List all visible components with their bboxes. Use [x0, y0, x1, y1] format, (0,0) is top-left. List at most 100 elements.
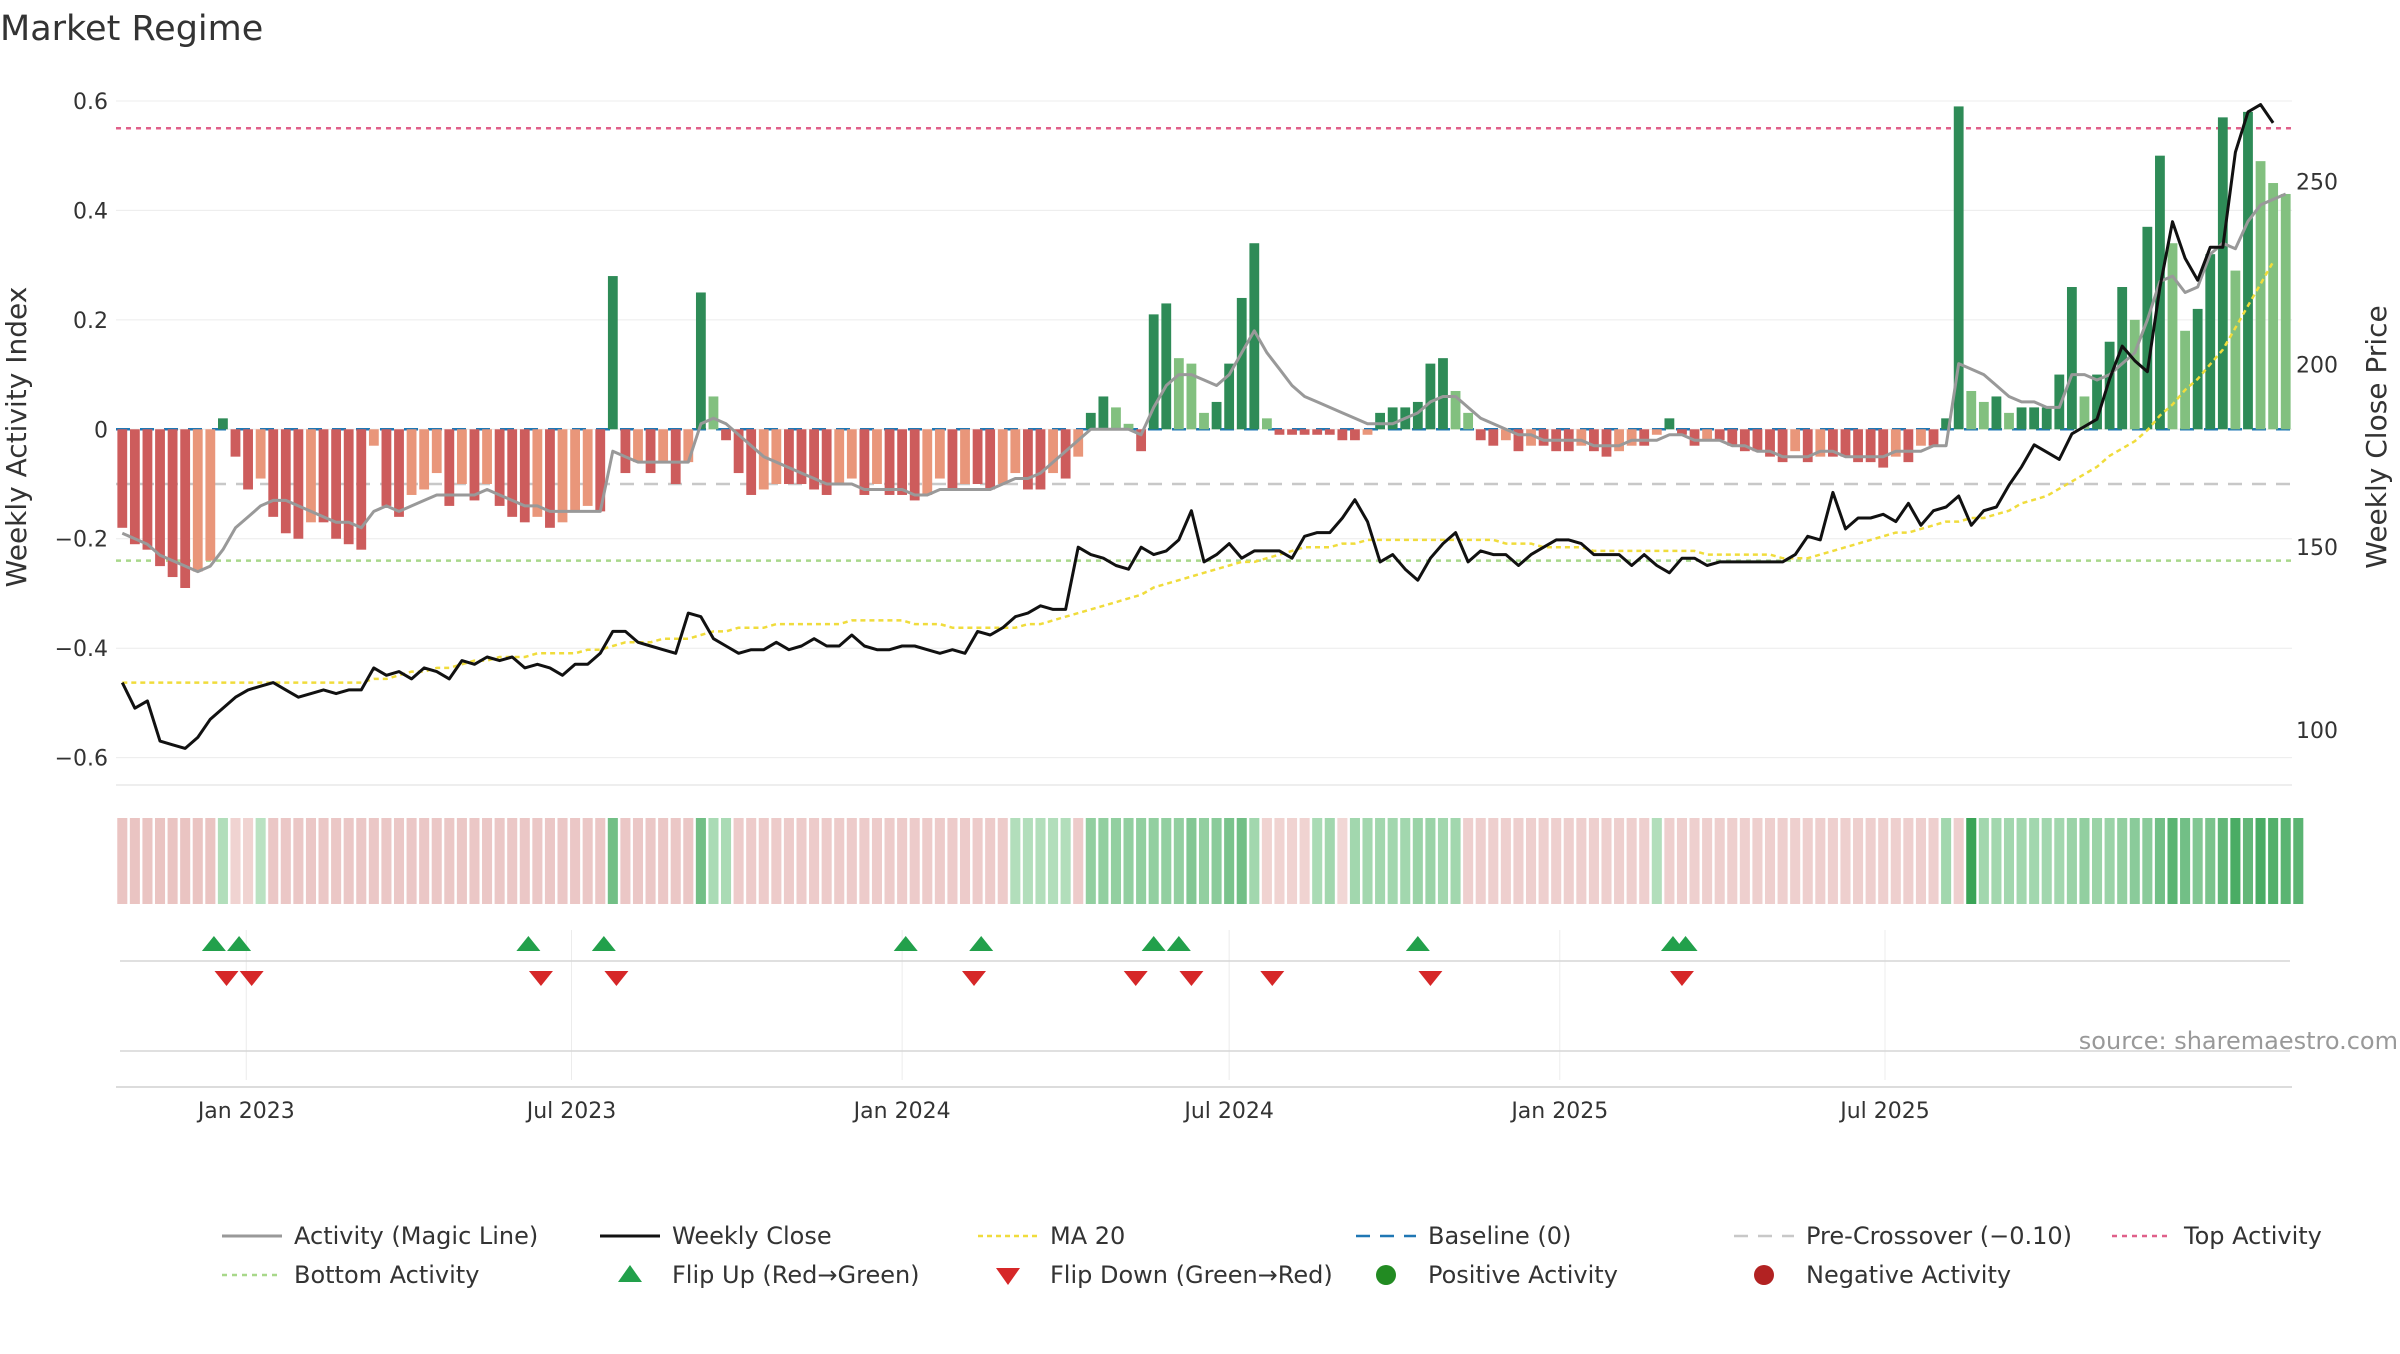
chart-title: Market Regime [0, 9, 263, 49]
regime-strip-cell [1576, 818, 1587, 904]
regime-strip-cell [129, 818, 140, 904]
activity-bar [129, 429, 140, 545]
regime-strip-cell [1865, 818, 1876, 904]
activity-bar [205, 429, 216, 561]
regime-strip-cell [1274, 818, 1285, 904]
regime-strip-cell [1953, 818, 1964, 904]
regime-strip-cell [205, 818, 216, 904]
flip-down-marker [1123, 971, 1148, 986]
activity-bar [2268, 183, 2279, 430]
activity-bar [1450, 390, 1461, 430]
activity-bar [117, 429, 128, 528]
flip-down-marker [1418, 971, 1443, 986]
activity-bar [1941, 418, 1952, 430]
activity-bar [507, 429, 518, 517]
activity-bar [884, 429, 895, 495]
regime-strip-cell [1853, 818, 1864, 904]
regime-strip-cell [1186, 818, 1197, 904]
activity-bar [2092, 374, 2102, 430]
legend-swatch [1754, 1265, 1774, 1285]
activity-bar [1387, 407, 1398, 430]
activity-bar [1500, 429, 1511, 441]
activity-bar [670, 429, 681, 485]
activity-bar [1953, 106, 1964, 430]
activity-bar [1526, 429, 1536, 446]
flip-down-marker [239, 971, 264, 986]
regime-strip-cell [897, 818, 908, 904]
regime-strip-cell [809, 818, 820, 904]
regime-strip-cell [582, 818, 593, 904]
flip-down-marker [604, 971, 629, 986]
regime-strip-cell [884, 818, 895, 904]
regime-strip-cell [507, 818, 518, 904]
activity-bar [2016, 407, 2027, 430]
activity-bar [1978, 401, 1989, 430]
regime-strip-cell [2041, 818, 2052, 904]
regime-strip-cell [142, 818, 153, 904]
activity-bar [2079, 396, 2090, 430]
activity-bar [570, 429, 581, 512]
legend-label: Flip Up (Red→Green) [672, 1261, 920, 1289]
activity-bars [117, 106, 2291, 588]
regime-strip-cell [482, 818, 493, 904]
legend-item-bottom: Bottom Activity [222, 1261, 479, 1289]
legend-label: MA 20 [1050, 1222, 1125, 1250]
regime-strip-cell [2129, 818, 2140, 904]
activity-bar [1048, 429, 1058, 474]
regime-strip-cell [1261, 818, 1272, 904]
activity-bar [1123, 423, 1134, 430]
activity-bar [1626, 429, 1637, 446]
activity-bar [1148, 314, 1159, 430]
activity-bar [1513, 429, 1524, 452]
activity-bar [2004, 412, 2014, 430]
regime-strip-cell [821, 818, 832, 904]
regime-strip-cell [1085, 818, 1096, 904]
y-tick-label-right: 250 [2296, 170, 2338, 195]
magic-line [121, 192, 2287, 574]
activity-bar [494, 429, 505, 506]
flip-down-marker [1179, 971, 1204, 986]
regime-strip-cell [846, 818, 857, 904]
regime-strip-cell [2230, 818, 2241, 904]
regime-strip-cell [746, 818, 757, 904]
activity-bar [2180, 330, 2190, 430]
activity-bar [557, 429, 568, 523]
activity-bar [1425, 363, 1436, 430]
activity-bar [1261, 418, 1272, 430]
regime-strip-cell [117, 818, 128, 904]
activity-bar [1299, 429, 1310, 435]
regime-strip-cell [1827, 818, 1838, 904]
activity-bar [532, 429, 543, 517]
regime-strip-cell [570, 818, 581, 904]
activity-bar [2129, 319, 2140, 430]
activity-bar [1538, 429, 1549, 446]
y-tick-label-left: −0.4 [55, 637, 108, 662]
regime-strip-cell [947, 818, 958, 904]
regime-strip-cell [658, 818, 669, 904]
regime-strip-cell [695, 818, 706, 904]
flip-down-marker [1669, 971, 1694, 986]
activity-bar [469, 429, 480, 501]
activity-bar [1085, 412, 1096, 430]
activity-bar [419, 429, 430, 490]
flip-down-marker [214, 971, 239, 986]
regime-strip-cell [2104, 818, 2115, 904]
activity-bar [243, 429, 253, 490]
regime-strip-cell [305, 818, 316, 904]
activity-bar [1714, 429, 1725, 441]
y-tick-label-right: 150 [2296, 536, 2338, 561]
activity-bar [834, 429, 845, 485]
activity-bar [922, 429, 933, 495]
activity-bar [1350, 429, 1360, 441]
activity-bar [1790, 429, 1801, 452]
activity-bar [1362, 429, 1373, 435]
activity-bar [721, 429, 731, 441]
activity-bar [1651, 429, 1662, 435]
activity-bar [1727, 429, 1738, 446]
regime-strip-cell [1890, 818, 1901, 904]
activity-bar [1739, 429, 1750, 452]
regime-strip-cell [1387, 818, 1398, 904]
regime-strip-cell [620, 818, 631, 904]
regime-strip-cell [1362, 818, 1373, 904]
